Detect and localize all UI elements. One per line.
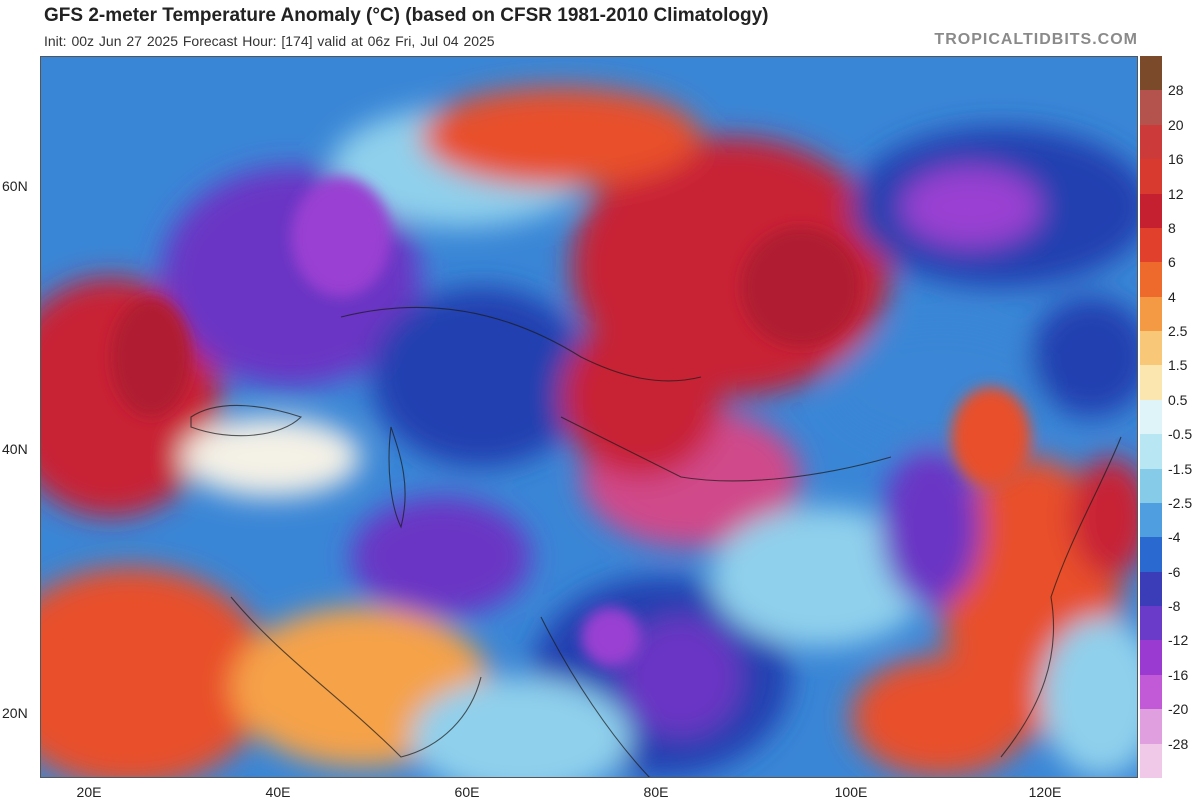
colorbar-swatch [1140,399,1162,435]
lon-label-80e: 80E [643,784,669,800]
border-line-2 [560,416,892,482]
colorbar-swatch [1140,743,1162,779]
colorbar: 28 20 16 12 8 6 4 2.5 1.5 0.5 -0.5 -1.5 -2.5 -4 -6 -8 -1… [1140,56,1200,779]
border-line-1 [340,306,702,382]
coastlines [190,306,1122,777]
cold-west-siberia-detail [291,177,391,297]
colorbar-label: -2.5 [1168,494,1193,511]
colorbar-swatch [1140,434,1162,470]
cold-kazakhstan-region [371,287,591,467]
colorbar-swatch [1140,331,1162,366]
colorbar-swatch [1140,709,1162,745]
colorbar-swatch [1140,124,1162,160]
colorbar-label: 4 [1168,288,1176,305]
colorbar-label: -8 [1168,598,1181,615]
warm-mongolia-detail [951,387,1031,487]
colorbar-label: -12 [1168,632,1189,649]
colorbar-label: 28 [1168,82,1184,99]
lat-label-60n: 60N [2,178,28,194]
map-title: GFS 2-meter Temperature Anomaly (°C) (ba… [44,5,769,26]
colorbar-label: -6 [1168,563,1181,580]
colorbar-swatch [1140,537,1162,573]
mild-turkey-region [181,417,361,497]
colorbar-label: 12 [1168,185,1184,202]
warm-yakutia-detail [741,227,861,347]
colorbar-label: 1.5 [1168,357,1188,374]
colorbar-swatch [1140,296,1162,332]
colorbar-label: 8 [1168,219,1176,236]
colorbar-label: -28 [1168,735,1189,752]
warm-west-russia-detail [111,297,191,417]
colorbar-swatch [1140,227,1162,263]
cold-iran-region [351,497,531,617]
anomaly-field [41,57,1137,777]
warm-north-africa-region [41,567,271,777]
cool-tibet-region [711,507,931,647]
colorbar-label: 0.5 [1168,391,1188,408]
colorbar-label: -1.5 [1168,460,1193,477]
warm-arctic-region [421,87,701,187]
colorbar-swatch [1140,56,1162,91]
lon-label-40e: 40E [265,784,291,800]
very-cold-india-region [621,617,741,737]
colorbar-swatch [1140,502,1162,538]
colorbar-swatch [1140,365,1162,401]
coastline-black-sea [190,404,303,437]
warm-central-asia-region [561,317,721,477]
colorbar-label: 6 [1168,254,1176,271]
coastline-arabia [230,596,482,758]
extreme-cold-northeast-region [901,167,1041,247]
colorbar-label: 2.5 [1168,323,1188,340]
colorbar-label: -0.5 [1168,426,1193,443]
colorbar-label: 16 [1168,151,1184,168]
cool-pacific-region [1041,617,1137,777]
coastline-china [1000,436,1122,758]
colorbar-swatch [1140,193,1162,229]
colorbar-swatch [1140,262,1162,298]
colorbar-swatch [1140,674,1162,710]
coastline-caspian [388,426,406,529]
lat-label-40n: 40N [2,441,28,457]
lat-label-20n: 20N [2,705,28,721]
forecast-info: Init: 00z Jun 27 2025 Forecast Hour: [17… [44,33,495,49]
colorbar-label: -20 [1168,701,1189,718]
cool-arabian-sea-region [411,677,631,777]
warm-korea-region [1071,457,1137,577]
cold-manchuria-region [1031,297,1137,417]
lon-label-100e: 100E [834,784,868,800]
coastline-india [540,616,650,777]
lon-label-120e: 120E [1028,784,1062,800]
anomaly-details [111,177,1031,667]
lon-label-60e: 60E [454,784,480,800]
map-header: GFS 2-meter Temperature Anomaly (°C) (ba… [0,0,1200,56]
colorbar-label: 20 [1168,116,1184,133]
lon-label-20e: 20E [76,784,102,800]
colorbar-label: -4 [1168,529,1181,546]
colorbar-label: -16 [1168,666,1189,683]
colorbar-swatch [1140,606,1162,641]
colorbar-swatch [1140,468,1162,504]
colorbar-swatch [1140,571,1162,607]
warm-southeast-asia-region [851,657,1031,777]
extreme-cold-pakistan-detail [581,607,641,667]
cold-south-china-region [881,447,981,607]
colorbar-swatch [1140,640,1162,676]
source-watermark: TROPICALTIDBITS.COM [934,31,1138,48]
colorbar-swatch [1140,90,1162,126]
anomaly-map[interactable] [40,56,1138,778]
colorbar-swatch [1140,159,1162,195]
